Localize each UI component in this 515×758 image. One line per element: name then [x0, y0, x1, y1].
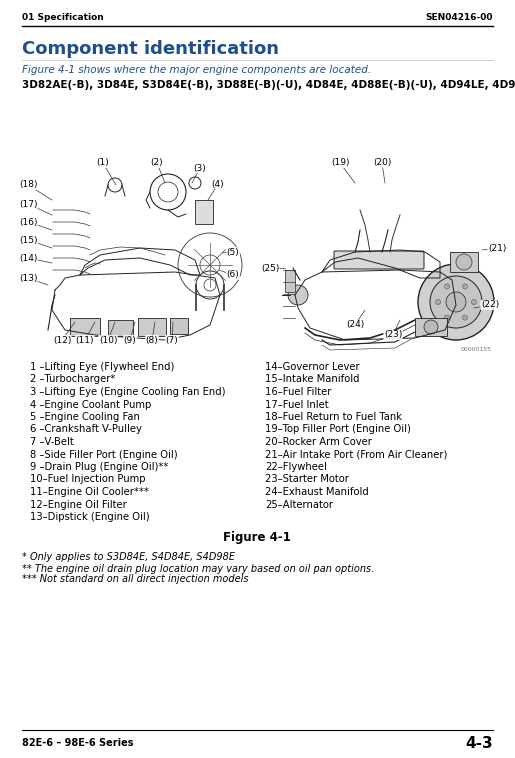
Text: 4 –Engine Coolant Pump: 4 –Engine Coolant Pump — [30, 399, 151, 409]
Text: (5): (5) — [227, 248, 239, 256]
Text: 7 –V-Belt: 7 –V-Belt — [30, 437, 74, 447]
Text: * Only applies to S3D84E, S4D84E, S4D98E: * Only applies to S3D84E, S4D84E, S4D98E — [22, 553, 235, 562]
Circle shape — [462, 315, 468, 320]
Text: 25–Alternator: 25–Alternator — [265, 500, 333, 509]
Text: 17–Fuel Inlet: 17–Fuel Inlet — [265, 399, 329, 409]
Text: (3): (3) — [194, 164, 207, 173]
Bar — [70, 318, 100, 336]
Text: (13): (13) — [19, 274, 37, 283]
Text: 13–Dipstick (Engine Oil): 13–Dipstick (Engine Oil) — [30, 512, 150, 522]
Circle shape — [444, 315, 450, 320]
Text: 11–Engine Oil Cooler***: 11–Engine Oil Cooler*** — [30, 487, 149, 497]
Circle shape — [456, 254, 472, 270]
Text: 01 Specification: 01 Specification — [22, 14, 104, 23]
Text: (2): (2) — [151, 158, 163, 168]
Text: (25): (25) — [261, 264, 279, 272]
Text: 1 –Lifting Eye (Flywheel End): 1 –Lifting Eye (Flywheel End) — [30, 362, 175, 372]
Bar — [450, 252, 478, 272]
Circle shape — [418, 264, 494, 340]
Text: 10–Fuel Injection Pump: 10–Fuel Injection Pump — [30, 475, 146, 484]
Bar — [285, 270, 295, 292]
Text: 15–Intake Manifold: 15–Intake Manifold — [265, 374, 359, 384]
Text: (7): (7) — [166, 336, 178, 344]
Text: 00000155: 00000155 — [461, 347, 492, 352]
Circle shape — [462, 284, 468, 289]
Text: 3D82AE(-B), 3D84E, S3D84E(-B), 3D88E(-B)(-U), 4D84E, 4D88E(-B)(-U), 4D94LE, 4D98: 3D82AE(-B), 3D84E, S3D84E(-B), 3D88E(-B)… — [22, 80, 515, 90]
Bar — [415, 318, 447, 336]
Text: 3 –Lifting Eye (Engine Cooling Fan End): 3 –Lifting Eye (Engine Cooling Fan End) — [30, 387, 226, 397]
Text: (4): (4) — [212, 180, 225, 189]
Text: 6 –Crankshaft V-Pulley: 6 –Crankshaft V-Pulley — [30, 424, 142, 434]
Text: Figure 4-1: Figure 4-1 — [223, 531, 291, 543]
Bar — [138, 318, 166, 336]
Text: 19–Top Filler Port (Engine Oil): 19–Top Filler Port (Engine Oil) — [265, 424, 411, 434]
Text: (18): (18) — [19, 180, 37, 190]
Text: (15): (15) — [19, 236, 37, 245]
Text: ** The engine oil drain plug location may vary based on oil pan options.: ** The engine oil drain plug location ma… — [22, 563, 374, 574]
Text: 23–Starter Motor: 23–Starter Motor — [265, 475, 349, 484]
Circle shape — [444, 284, 450, 289]
Bar — [195, 200, 213, 224]
Text: (20): (20) — [373, 158, 391, 168]
Text: (8): (8) — [146, 336, 159, 344]
Text: 22–Flywheel: 22–Flywheel — [265, 462, 327, 472]
Text: (6): (6) — [227, 271, 239, 280]
Bar — [108, 320, 133, 336]
Text: SEN04216-00: SEN04216-00 — [425, 14, 493, 23]
Text: 24–Exhaust Manifold: 24–Exhaust Manifold — [265, 487, 369, 497]
Text: 9 –Drain Plug (Engine Oil)**: 9 –Drain Plug (Engine Oil)** — [30, 462, 168, 472]
Circle shape — [288, 285, 308, 305]
Text: (19): (19) — [331, 158, 349, 168]
Text: 8 –Side Filler Port (Engine Oil): 8 –Side Filler Port (Engine Oil) — [30, 449, 178, 459]
Bar — [170, 318, 188, 334]
Text: 82E-6 – 98E-6 Series: 82E-6 – 98E-6 Series — [22, 738, 133, 748]
Text: (22): (22) — [481, 300, 499, 309]
Text: (14): (14) — [19, 253, 37, 262]
Circle shape — [446, 292, 466, 312]
Circle shape — [472, 299, 476, 305]
Text: (23): (23) — [384, 330, 402, 340]
Text: (1): (1) — [97, 158, 109, 168]
Text: (11): (11) — [76, 336, 94, 344]
Text: *** Not standard on all direct injection models: *** Not standard on all direct injection… — [22, 575, 249, 584]
Text: 20–Rocker Arm Cover: 20–Rocker Arm Cover — [265, 437, 372, 447]
Text: Figure 4-1 shows where the major engine components are located.: Figure 4-1 shows where the major engine … — [22, 65, 371, 75]
Text: 2 –Turbocharger*: 2 –Turbocharger* — [30, 374, 115, 384]
Text: 5 –Engine Cooling Fan: 5 –Engine Cooling Fan — [30, 412, 140, 422]
FancyBboxPatch shape — [334, 251, 424, 269]
Text: (12): (12) — [53, 336, 71, 344]
Text: (10): (10) — [99, 336, 117, 344]
Text: Component identification: Component identification — [22, 40, 279, 58]
Text: (21): (21) — [488, 243, 506, 252]
Text: 18–Fuel Return to Fuel Tank: 18–Fuel Return to Fuel Tank — [265, 412, 402, 422]
Text: 14–Governor Lever: 14–Governor Lever — [265, 362, 359, 372]
Text: 16–Fuel Filter: 16–Fuel Filter — [265, 387, 331, 397]
Text: (16): (16) — [19, 218, 37, 227]
Circle shape — [430, 276, 482, 328]
Text: 4-3: 4-3 — [466, 736, 493, 751]
Text: (24): (24) — [346, 321, 364, 330]
Text: (9): (9) — [124, 336, 136, 344]
Circle shape — [424, 320, 438, 334]
Circle shape — [436, 299, 440, 305]
Text: 12–Engine Oil Filter: 12–Engine Oil Filter — [30, 500, 127, 509]
Text: (17): (17) — [19, 199, 37, 208]
Text: 21–Air Intake Port (From Air Cleaner): 21–Air Intake Port (From Air Cleaner) — [265, 449, 448, 459]
